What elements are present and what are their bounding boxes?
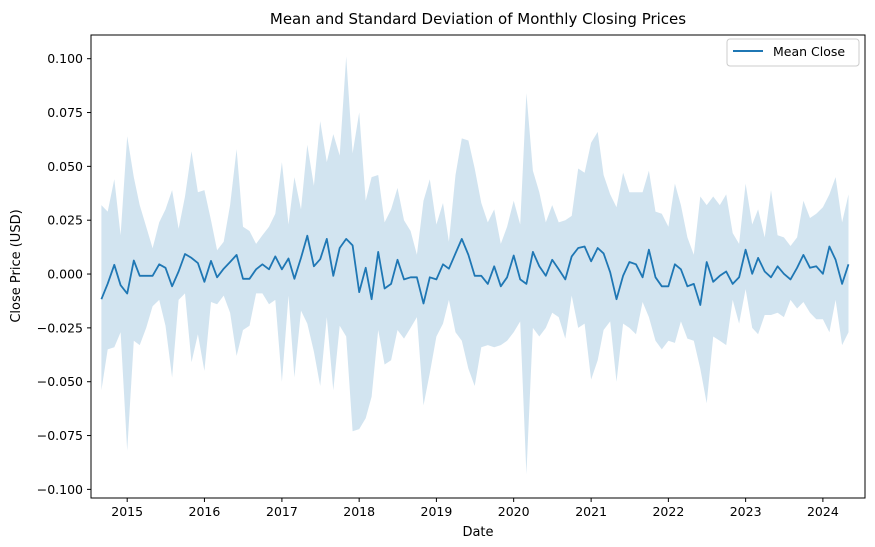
x-axis: 2015 2016 2017 2018 2019 2020 2021 2022 2023 2024 — [111, 498, 839, 519]
x-tick-label: 2023 — [730, 504, 762, 519]
y-tick-label: −0.050 — [37, 374, 83, 389]
y-tick-label: 0.100 — [47, 51, 83, 66]
std-dev-band — [101, 56, 849, 475]
x-tick-label: 2015 — [111, 504, 143, 519]
legend-box — [726, 38, 860, 67]
x-tick-label: 2020 — [498, 504, 530, 519]
y-axis-label: Close Price (USD) — [9, 209, 24, 322]
mean-close-line — [100, 234, 850, 306]
x-tick-label: 2019 — [421, 504, 453, 519]
plot-frame — [90, 34, 866, 499]
y-tick-label: 0.000 — [47, 267, 83, 282]
x-tick-label: 2021 — [575, 504, 607, 519]
legend: Mean Close — [726, 38, 860, 67]
x-tick-label: 2018 — [343, 504, 375, 519]
legend-label-mean-close: Mean Close — [773, 44, 845, 59]
y-tick-label: −0.025 — [37, 320, 83, 335]
y-tick-label: 0.025 — [47, 213, 83, 228]
x-tick-label: 2017 — [266, 504, 298, 519]
y-tick-label: 0.075 — [47, 105, 83, 120]
x-tick-label: 2024 — [807, 504, 839, 519]
y-tick-label: −0.100 — [37, 482, 83, 497]
x-tick-label: 2016 — [189, 504, 221, 519]
x-tick-label: 2022 — [652, 504, 684, 519]
chart-title: Mean and Standard Deviation of Monthly C… — [270, 10, 686, 28]
y-tick-label: −0.075 — [37, 428, 83, 443]
plot-area — [100, 56, 850, 475]
x-axis-label: Date — [462, 525, 493, 540]
y-axis: 0.100 0.075 0.050 0.025 0.000 −0.025 −0.050 −0.… — [37, 51, 91, 497]
y-tick-label: 0.050 — [47, 159, 83, 174]
